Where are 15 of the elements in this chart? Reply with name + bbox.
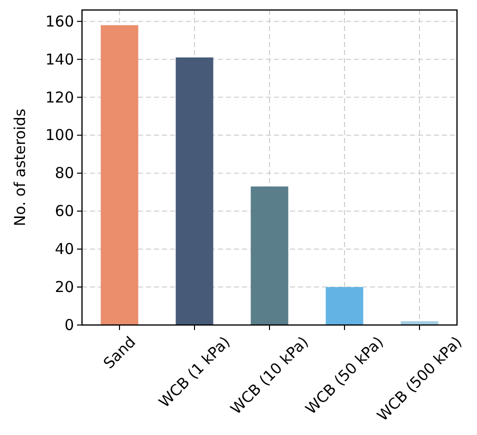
y-tick-label: 140 — [45, 50, 74, 68]
y-axis-title: No. of asteroids — [11, 108, 29, 226]
y-tick-label: 100 — [45, 126, 74, 144]
y-tick-label: 20 — [54, 278, 74, 296]
bar — [176, 57, 214, 325]
y-tick-label: 60 — [54, 202, 74, 220]
y-tick-label: 40 — [54, 240, 74, 258]
bar — [326, 287, 364, 325]
y-tick-label: 0 — [64, 316, 74, 334]
y-tick-label: 120 — [45, 88, 74, 106]
y-tick-label: 80 — [54, 164, 74, 182]
bar — [400, 321, 438, 325]
bar — [100, 25, 138, 325]
y-tick-label: 160 — [45, 12, 74, 30]
bar — [250, 186, 288, 325]
